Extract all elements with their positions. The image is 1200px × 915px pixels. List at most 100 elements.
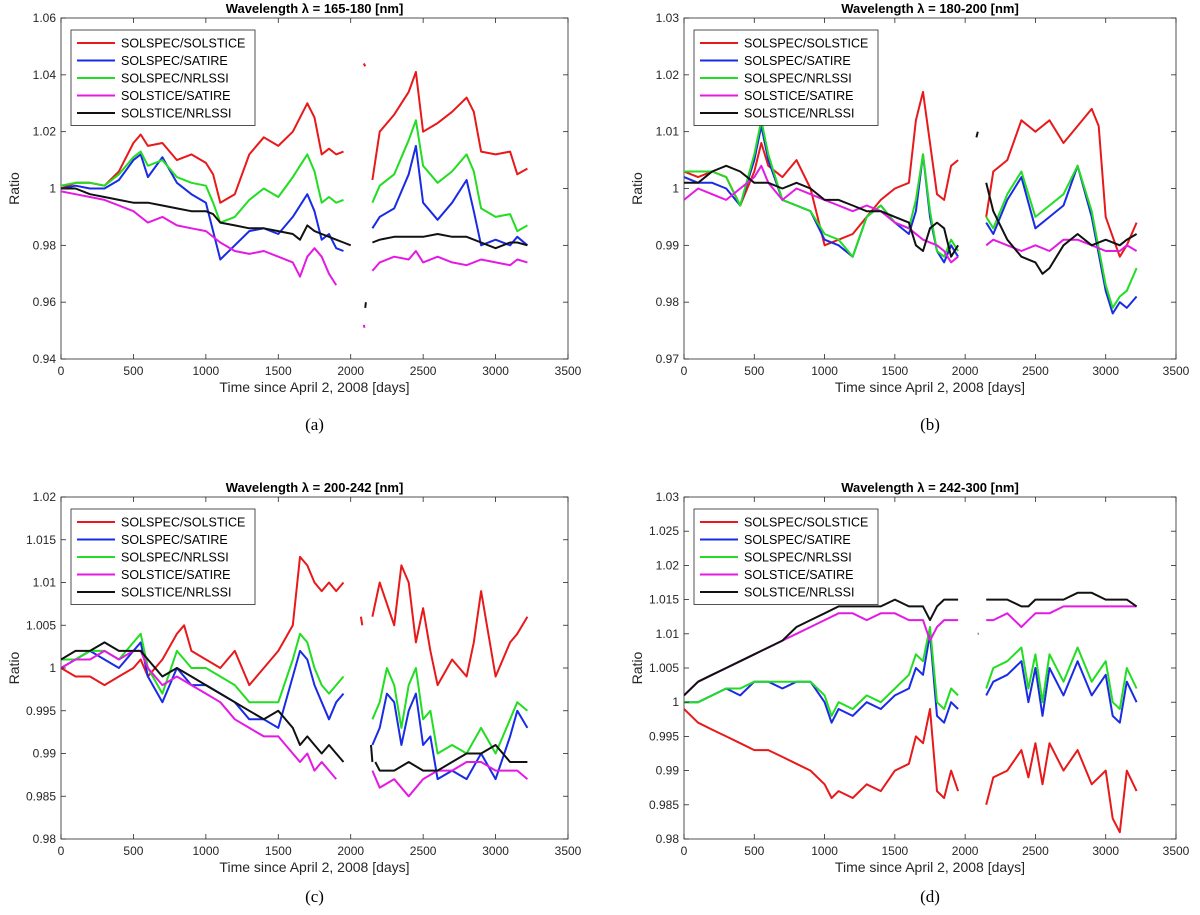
x-tick-label: 0 — [58, 844, 65, 858]
y-tick-label: 1.03 — [656, 11, 680, 25]
x-axis-label: Time since April 2, 2008 [days] — [835, 379, 1025, 395]
x-tick-label: 1500 — [265, 364, 292, 378]
series-line-2 — [684, 119, 959, 258]
legend-entry: SOLSPEC/NRLSSI — [121, 72, 229, 86]
series-line-0 — [985, 742, 1138, 834]
x-tick-label: 0 — [681, 364, 688, 378]
legend-entry: SOLSPEC/SOLSTICE — [121, 37, 245, 51]
x-tick-label: 3000 — [1092, 364, 1119, 378]
series-group — [684, 90, 1138, 315]
legend-entry: SOLSTICE/SATIRE — [121, 568, 231, 582]
y-tick-label: 0.98 — [656, 832, 680, 846]
y-tick-label: 0.98 — [33, 238, 57, 252]
y-tick-label: 0.98 — [656, 295, 680, 309]
x-tick-label: 3500 — [555, 364, 582, 378]
series-line-0 — [371, 71, 528, 181]
y-tick-label: 0.99 — [656, 238, 680, 252]
x-tick-label: 3000 — [482, 364, 509, 378]
x-tick-label: 1000 — [193, 844, 220, 858]
y-tick-label: 1.03 — [656, 490, 680, 504]
series-line-0 — [371, 564, 529, 687]
series-line-3 — [61, 190, 338, 286]
y-tick-label: 1.02 — [656, 558, 680, 572]
x-tick-label: 2000 — [337, 844, 364, 858]
series-line-4 — [374, 744, 528, 772]
y-axis-label: Ratio — [629, 172, 645, 205]
series-line-4 — [61, 641, 345, 763]
series-line-4 — [986, 591, 1138, 608]
x-tick-label: 1500 — [882, 364, 909, 378]
series-line-2 — [985, 164, 1138, 309]
series-line-3 — [362, 324, 366, 328]
series-line-4 — [370, 744, 374, 763]
series-line-2 — [371, 667, 529, 755]
series-group — [61, 63, 529, 328]
x-tick-label: 500 — [123, 844, 143, 858]
x-tick-label: 0 — [681, 844, 688, 858]
legend-entry: SOLSPEC/SOLSTICE — [121, 516, 245, 530]
series-line-3 — [61, 649, 337, 780]
panel-caption: (a) — [305, 415, 324, 434]
chart-panel: 0 500 1000 1500 2000 2500 3000 3500 0.98 0.985 0.9… — [6, 480, 582, 906]
legend-entry: SOLSPEC/NRLSSI — [121, 551, 229, 565]
y-tick-label: 1 — [49, 661, 56, 675]
series-line-3 — [371, 250, 528, 272]
series-line-3 — [985, 238, 1138, 252]
series-line-1 — [985, 164, 1138, 315]
chart-title: Wavelength λ = 200-242 [nm] — [226, 480, 404, 495]
y-tick-label: 1.01 — [656, 125, 680, 139]
panel-caption: (d) — [920, 887, 940, 906]
panel-caption: (b) — [920, 415, 940, 434]
x-tick-label: 2000 — [337, 364, 364, 378]
series-line-4 — [684, 164, 959, 258]
y-tick-label: 1.005 — [649, 661, 679, 675]
series-line-4 — [975, 131, 979, 138]
y-tick-label: 0.96 — [33, 295, 57, 309]
y-tick-label: 1.02 — [33, 490, 57, 504]
series-line-3 — [371, 761, 529, 798]
series-group — [684, 591, 1138, 834]
x-axis-label: Time since April 2, 2008 [days] — [219, 859, 409, 875]
y-tick-label: 0.97 — [656, 352, 680, 366]
series-line-4 — [61, 187, 352, 247]
y-tick-label: 1 — [672, 182, 679, 196]
y-tick-label: 0.995 — [26, 704, 56, 718]
x-tick-label: 1000 — [811, 844, 838, 858]
legend-entry: SOLSPEC/SATIRE — [744, 533, 851, 547]
x-tick-label: 2000 — [952, 844, 979, 858]
series-line-2 — [985, 646, 1138, 710]
series-line-2 — [684, 626, 959, 717]
y-tick-label: 1.025 — [649, 524, 679, 538]
y-axis-label: Ratio — [6, 651, 22, 684]
legend-entry: SOLSPEC/SOLSTICE — [744, 516, 868, 530]
legend-entry: SOLSPEC/SOLSTICE — [744, 37, 868, 51]
y-tick-label: 1.015 — [649, 593, 679, 607]
y-tick-label: 1.005 — [26, 618, 56, 632]
x-tick-label: 1000 — [193, 364, 220, 378]
series-line-1 — [985, 660, 1138, 724]
y-tick-label: 0.985 — [26, 789, 56, 803]
series-line-4 — [684, 598, 959, 697]
x-tick-label: 3500 — [555, 844, 582, 858]
x-tick-label: 500 — [123, 364, 143, 378]
y-tick-label: 1.02 — [33, 125, 57, 139]
chart-panel: 0 500 1000 1500 2000 2500 3000 3500 0.94 0.96 0.98… — [6, 1, 582, 434]
y-tick-label: 1.015 — [26, 533, 56, 547]
series-line-0 — [684, 708, 960, 799]
series-line-0 — [362, 63, 367, 67]
x-tick-label: 2500 — [1022, 364, 1049, 378]
legend-entry: SOLSPEC/NRLSSI — [744, 72, 852, 86]
y-tick-label: 1 — [672, 695, 679, 709]
x-tick-label: 1500 — [882, 844, 909, 858]
legend-entry: SOLSPEC/SATIRE — [121, 533, 228, 547]
series-line-1 — [371, 692, 529, 781]
series-line-1 — [61, 153, 344, 261]
series-line-2 — [61, 150, 344, 224]
y-tick-label: 0.995 — [649, 729, 679, 743]
x-tick-label: 500 — [744, 364, 764, 378]
y-tick-label: 0.985 — [649, 798, 679, 812]
legend-entry: SOLSTICE/NRLSSI — [744, 586, 854, 600]
x-tick-label: 3000 — [1092, 844, 1119, 858]
y-tick-label: 1.01 — [656, 627, 680, 641]
chart-panel: 0 500 1000 1500 2000 2500 3000 3500 0.98 0.985 0.9… — [629, 480, 1190, 906]
